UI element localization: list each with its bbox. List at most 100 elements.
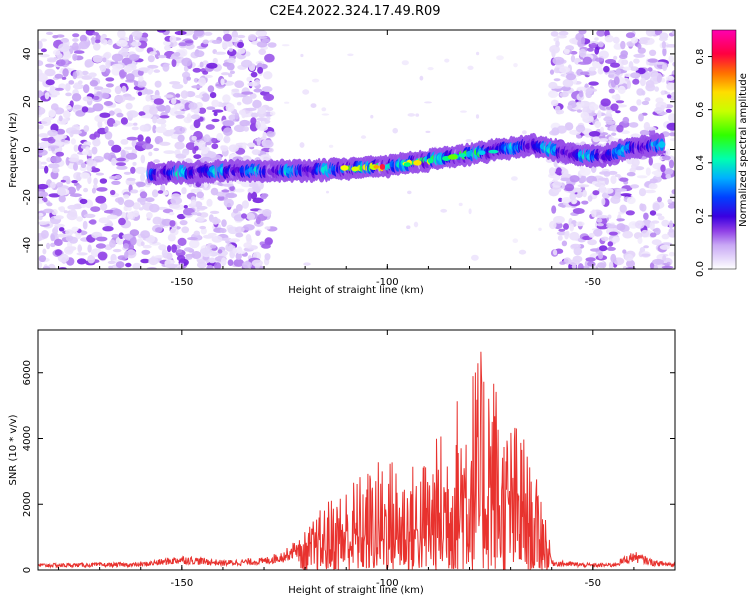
noise-cell [247,187,254,194]
noise-cell [189,239,200,249]
noise-cell [407,190,412,195]
noise-cell [116,39,128,47]
noise-cell [222,183,235,187]
noise-cell [113,123,118,127]
noise-cell [47,129,58,137]
noise-cell [664,168,674,176]
noise-cell [65,104,72,110]
noise-cell [596,218,603,223]
noise-cell [613,55,618,60]
noise-cell [267,42,277,48]
noise-cell [636,175,648,179]
noise-cell [40,38,48,42]
noise-cell [163,150,176,155]
noise-cell [102,57,107,63]
noise-cell [608,88,615,94]
noise-cell [235,232,244,238]
noise-cell [572,187,582,193]
noise-cell [203,31,213,36]
noise-cell [269,111,276,116]
noise-cell [117,30,126,39]
noise-cell [129,54,140,61]
noise-cell [211,118,220,123]
noise-cell [606,224,617,229]
noise-cell [132,210,140,218]
colorbar-tick-label: 0.0 [695,261,706,277]
noise-cell [67,204,79,210]
noise-cell [57,253,69,263]
noise-cell [630,72,641,79]
noise-cell [564,122,574,131]
noise-cell [255,230,261,237]
noise-cell [572,255,583,263]
noise-cell [555,40,560,47]
noise-cell [38,124,44,130]
noise-cell [38,183,49,190]
noise-cell [80,172,90,180]
noise-cell [198,77,207,86]
noise-cell [213,262,222,269]
noise-cell [263,93,275,102]
noise-cell [95,195,107,204]
noise-cell [657,215,665,221]
noise-cell [50,146,56,152]
noise-cell [649,262,655,269]
noise-cell [262,71,273,80]
noise-cell [202,60,209,66]
noise-cell [48,193,61,198]
noise-cell [71,180,78,184]
noise-cell [640,203,647,212]
noise-cell [661,265,674,269]
noise-cell [662,47,667,57]
noise-cell [177,134,185,143]
noise-cell [68,80,75,85]
noise-cell [38,60,44,67]
noise-cell [221,189,230,193]
noise-cell [130,166,136,174]
noise-cell [185,142,197,151]
noise-cell [137,91,143,97]
noise-cell [266,131,275,137]
noise-cell [207,232,217,237]
noise-cell [668,132,675,137]
noise-cell [64,246,74,255]
noise-cell [175,114,185,119]
noise-cell [302,89,310,95]
noise-cell [621,59,629,65]
noise-cell [178,42,188,47]
noise-cell [115,162,126,167]
noise-cell [181,57,192,67]
noise-cell [54,249,63,256]
noise-cell [106,214,119,220]
noise-cell [656,74,662,84]
noise-cell [228,144,239,153]
noise-cell [665,108,672,113]
noise-cell [561,197,573,203]
noise-cell [587,47,594,52]
noise-cell [257,106,267,115]
noise-cell [236,204,243,212]
noise-cell [671,189,675,195]
noise-cell [165,263,177,269]
noise-cell [622,230,634,239]
noise-cell [225,192,238,199]
noise-cell [209,210,220,214]
noise-cell [617,85,626,94]
noise-cell [105,68,111,75]
noise-cell [665,148,671,156]
noise-cell [157,30,166,33]
noise-cell [573,246,582,256]
snr-frame [37,329,676,571]
noise-cell [622,66,632,71]
noise-cell [624,253,634,262]
noise-cell [229,238,240,243]
noise-cell [413,221,419,228]
noise-cell [129,229,140,237]
noise-cell [92,32,99,36]
noise-cell [139,191,148,199]
noise-cell [594,120,602,129]
noise-cell [82,220,88,230]
noise-cell [80,162,87,169]
noise-cell [468,208,472,215]
noise-cell [138,75,144,82]
